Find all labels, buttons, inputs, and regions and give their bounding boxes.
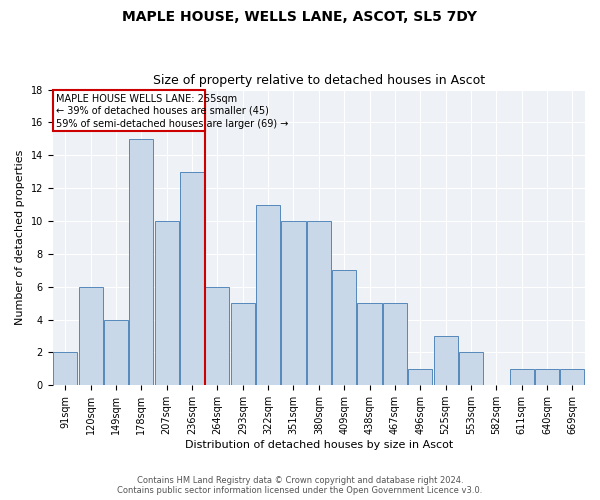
Bar: [130, 139, 154, 385]
Bar: [256, 204, 280, 385]
Bar: [358, 303, 382, 385]
X-axis label: Distribution of detached houses by size in Ascot: Distribution of detached houses by size …: [185, 440, 453, 450]
Bar: [332, 270, 356, 385]
Bar: [535, 369, 559, 385]
Bar: [307, 221, 331, 385]
Text: MAPLE HOUSE WELLS LANE: 255sqm: MAPLE HOUSE WELLS LANE: 255sqm: [56, 94, 237, 104]
Bar: [205, 286, 229, 385]
Bar: [509, 369, 533, 385]
Text: Contains HM Land Registry data © Crown copyright and database right 2024.
Contai: Contains HM Land Registry data © Crown c…: [118, 476, 482, 495]
Bar: [155, 221, 179, 385]
Bar: [231, 303, 255, 385]
Bar: [104, 320, 128, 385]
Text: MAPLE HOUSE, WELLS LANE, ASCOT, SL5 7DY: MAPLE HOUSE, WELLS LANE, ASCOT, SL5 7DY: [122, 10, 478, 24]
Y-axis label: Number of detached properties: Number of detached properties: [15, 150, 25, 325]
Bar: [53, 352, 77, 385]
Bar: [408, 369, 432, 385]
Bar: [180, 172, 204, 385]
Bar: [79, 286, 103, 385]
FancyBboxPatch shape: [53, 90, 205, 130]
Bar: [281, 221, 305, 385]
Text: ← 39% of detached houses are smaller (45): ← 39% of detached houses are smaller (45…: [56, 106, 269, 116]
Text: 59% of semi-detached houses are larger (69) →: 59% of semi-detached houses are larger (…: [56, 119, 288, 129]
Title: Size of property relative to detached houses in Ascot: Size of property relative to detached ho…: [153, 74, 485, 87]
Bar: [434, 336, 458, 385]
Bar: [459, 352, 483, 385]
Bar: [383, 303, 407, 385]
Bar: [560, 369, 584, 385]
